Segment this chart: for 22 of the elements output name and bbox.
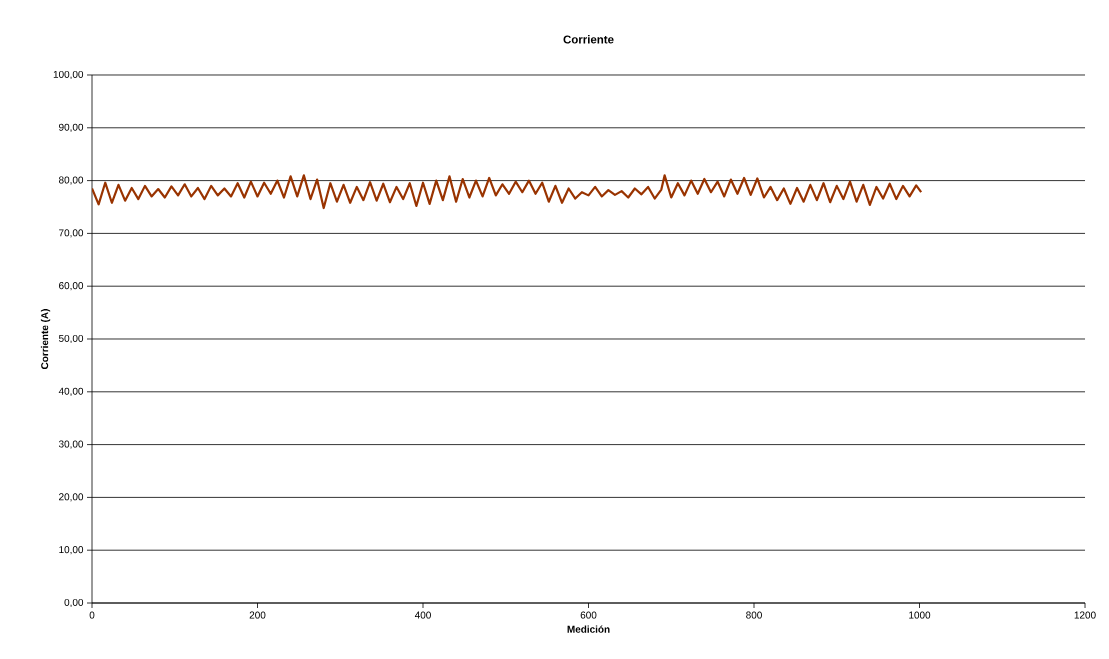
chart-title: Corriente xyxy=(563,35,614,44)
y-tick-label: 70,00 xyxy=(59,229,84,238)
y-tick-label: 0,00 xyxy=(64,598,84,608)
y-tick-label: 30,00 xyxy=(58,440,84,449)
y-tick-label: 50,00 xyxy=(58,334,84,344)
x-tick-label: 200 xyxy=(249,611,266,619)
line-series xyxy=(92,174,923,210)
x-tick-label: 400 xyxy=(414,611,431,619)
y-tick-label: 20,00 xyxy=(59,493,84,502)
x-axis-title: Medición xyxy=(567,625,610,633)
y-axis-title: Corriente (A) xyxy=(40,309,51,370)
x-tick-label: 800 xyxy=(746,611,762,619)
x-tick-label: 1200 xyxy=(1074,611,1096,619)
x-tick-label: 1000 xyxy=(909,611,931,619)
y-tick-label: 80,00 xyxy=(58,176,84,185)
y-tick-label: 40,00 xyxy=(58,387,84,396)
y-tick-label: 100,00 xyxy=(53,70,84,80)
y-tick-label: 10,00 xyxy=(59,546,84,555)
x-tick-label: 0 xyxy=(89,611,95,619)
y-tick-label: 90,00 xyxy=(59,123,84,132)
y-tick-label: 60,00 xyxy=(59,282,84,291)
x-tick-label: 600 xyxy=(580,611,597,619)
